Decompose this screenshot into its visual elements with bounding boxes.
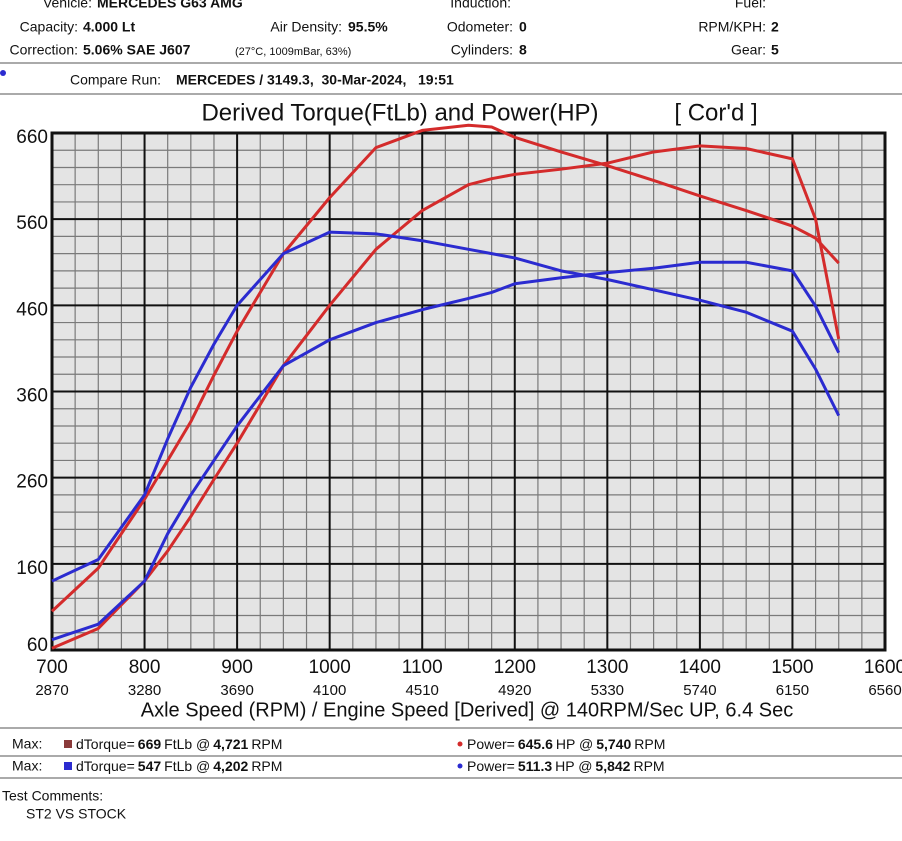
x-axis-label: Axle Speed (RPM) / Engine Speed [Derived…	[141, 699, 793, 721]
chart-title: Derived Torque(FtLb) and Power(HP)	[201, 99, 598, 126]
rpm-kph-label: RPM/KPH:	[698, 19, 766, 35]
y-tick-label: 460	[16, 299, 48, 320]
summary-torque-rpm: 4,721	[213, 736, 248, 752]
induction-label: Induction:	[450, 0, 511, 11]
comments-label: Test Comments:	[2, 788, 103, 804]
correction-note: (27°C, 1009mBar, 63%)	[235, 46, 351, 58]
chart-subtitle: [ Cor'd ]	[674, 99, 757, 126]
y-tick-label: 360	[16, 386, 48, 407]
comments: ST2 VS STOCK	[26, 806, 127, 822]
summary-torque-rpm: 4,202	[213, 758, 248, 774]
summary-power: 511.3	[518, 758, 552, 774]
capacity: 4.000 Lt	[83, 19, 135, 35]
plot: 700 2870 800 3280 900 3690 1000 4100 1100 4510 120…	[16, 123, 902, 699]
summary-torque-name: dTorque=	[76, 758, 135, 774]
summary-power-rpm: 5,740	[596, 736, 631, 752]
summary-rpm-unit: RPM	[633, 758, 664, 774]
engine-speed-label: 3690	[220, 682, 253, 699]
summary-power-unit: HP @	[555, 758, 592, 774]
engine-speed-label: 4510	[406, 682, 439, 699]
summary-torque-unit: FtLb @	[164, 758, 210, 774]
summary-power-name: Power=	[467, 758, 515, 774]
plot-frame	[50, 131, 887, 652]
torque-summary: dTorque= 669 FtLb @4,721 RPM	[76, 736, 282, 752]
y-tick-label: 660	[16, 127, 48, 148]
legend-swatch	[64, 762, 72, 770]
summary-power-rpm: 5,842	[595, 758, 630, 774]
x-tick-label: 1500	[771, 657, 813, 678]
odometer-label: Odometer:	[447, 19, 513, 35]
compare-label: Compare Run:	[70, 72, 161, 88]
air-density-label: Air Density:	[270, 19, 342, 35]
engine-speed-label: 2870	[35, 682, 68, 699]
x-tick-label: 1100	[402, 657, 443, 678]
summary: Max: dTorque= 669 FtLb @4,721 RPM Power= 645.6…	[0, 736, 902, 779]
torque-summary: dTorque= 547 FtLb @4,202 RPM	[76, 758, 282, 774]
engine-speed-label: 6560	[868, 682, 901, 699]
gear: 5	[771, 42, 779, 58]
y-tick-label: 260	[16, 472, 48, 493]
air-density: 95.5%	[348, 19, 388, 35]
legend-swatch	[64, 740, 72, 748]
summary-label: Max:	[12, 758, 42, 774]
correction-label: Correction:	[10, 42, 78, 58]
power-summary: Power= 645.6 HP @5,740 RPM	[467, 736, 665, 752]
fuel-label: Fuel:	[735, 0, 766, 11]
engine-speed-label: 5330	[591, 682, 624, 699]
legend-dot	[457, 741, 463, 747]
summary-label: Max:	[12, 736, 42, 752]
engine-speed-label: 5740	[683, 682, 716, 699]
summary-power: 645.6	[518, 736, 553, 752]
x-tick-label: 1300	[586, 657, 628, 678]
y-tick-label: 560	[16, 213, 48, 234]
summary-rpm-unit: RPM	[634, 736, 665, 752]
engine-speed-label: 3280	[128, 682, 161, 699]
series-line	[51, 230, 841, 583]
summary-power-name: Power=	[467, 736, 515, 752]
dot	[0, 70, 6, 76]
series-line	[51, 144, 841, 650]
summary-power-unit: HP @	[556, 736, 593, 752]
y-tick-label: 60	[27, 635, 48, 656]
x-tick-label: 700	[36, 657, 68, 678]
summary-torque: 547	[138, 758, 162, 774]
x-tick-label: 800	[129, 657, 161, 678]
summary-torque: 669	[138, 736, 162, 752]
summary-torque-unit: FtLb @	[164, 736, 210, 752]
vehicle: MERCEDES G63 AMG	[97, 0, 243, 11]
engine-speed-label: 4100	[313, 682, 346, 699]
y-tick-label: 160	[16, 558, 48, 579]
engine-speed-label: 6150	[776, 682, 809, 699]
x-tick-label: 900	[221, 657, 253, 678]
correction: 5.06% SAE J607	[83, 42, 191, 58]
summary-rpm-unit: RPM	[251, 736, 282, 752]
odometer: 0	[519, 19, 527, 35]
compare-run: MERCEDES / 3149.3, 30-Mar-2024, 19:51	[176, 72, 454, 88]
summary-rpm-unit: RPM	[251, 758, 282, 774]
summary-torque-name: dTorque=	[76, 736, 135, 752]
cylinders: 8	[519, 42, 527, 58]
vehicle-label: Vehicle:	[43, 0, 92, 11]
series-line	[51, 260, 841, 642]
legend-dot	[457, 763, 463, 769]
x-tick-label: 1000	[309, 657, 351, 678]
rpm-kph: 2	[771, 19, 779, 35]
x-tick-label: 1600	[864, 657, 902, 678]
x-tick-label: 1200	[494, 657, 536, 678]
engine-speed-label: 4920	[498, 682, 531, 699]
x-tick-label: 1400	[679, 657, 721, 678]
series-line	[50, 123, 840, 613]
power-summary: Power= 511.3 HP @5,842 RPM	[467, 758, 665, 774]
capacity-label: Capacity:	[20, 19, 78, 35]
cylinders-label: Cylinders:	[451, 42, 513, 58]
gear-label: Gear:	[731, 42, 766, 58]
